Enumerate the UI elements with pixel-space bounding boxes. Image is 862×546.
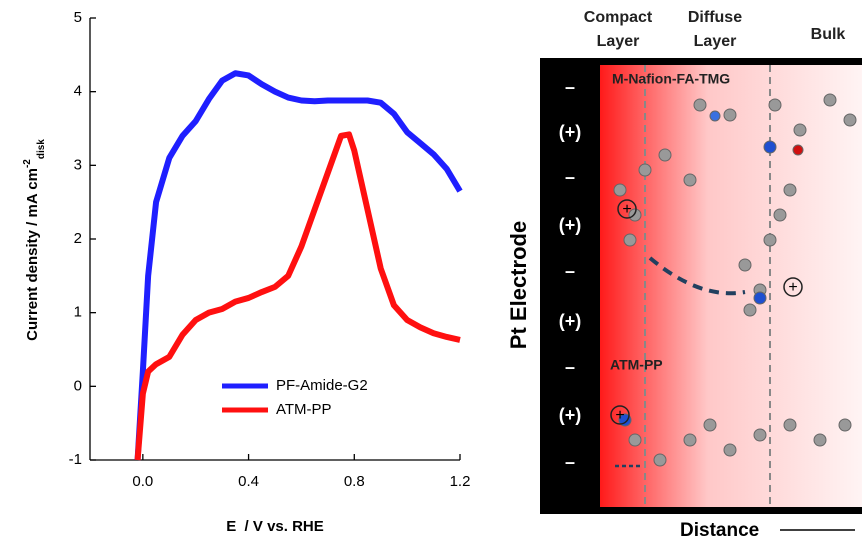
molecule-label: M-Nafion-FA-TMG — [612, 71, 730, 87]
ion-marker — [617, 199, 637, 219]
layer-header: Layer — [694, 33, 737, 50]
x-tick-label: 0.4 — [238, 473, 259, 490]
ion-marker — [610, 405, 630, 425]
side-label: Pt Electrode — [506, 221, 531, 349]
y-axis-label-part: disk — [36, 139, 47, 159]
ion-symbol: + — [615, 407, 624, 424]
layer-header: Diffuse — [688, 9, 742, 26]
chart: -1 0 1 2 3 4 5 0.0 0.4 0.8 1.2 E / V vs. RHE Current… — [22, 9, 471, 535]
series-line — [134, 131, 461, 461]
molecule-label: ATM-PP — [610, 357, 663, 373]
x-tick-label: 0.8 — [344, 473, 365, 490]
legend-label: ATM-PP — [276, 401, 332, 418]
hop-arrow — [648, 256, 746, 296]
ion-symbol: + — [788, 279, 797, 296]
diagram: Compact Layer Diffuse Layer Bulk Pt Electrode… — [506, 9, 862, 541]
y-tick-label: 4 — [74, 83, 82, 100]
ion-symbol: + — [622, 201, 631, 218]
y-tick-label: 2 — [74, 230, 82, 247]
y-tick-label: 1 — [74, 304, 82, 321]
y-tick-label: 0 — [74, 377, 82, 394]
axis-label: Distance — [680, 520, 759, 541]
layer-header: Bulk — [811, 26, 846, 43]
layer-header: Compact — [584, 9, 653, 26]
y-axis-label-part: Current density / mA cm — [24, 168, 41, 341]
charge-sign: (+) — [559, 311, 582, 331]
charge-sign: (+) — [559, 405, 582, 425]
molecules — [613, 93, 857, 467]
charge-sign: – — [565, 167, 575, 187]
y-tick-label: -1 — [69, 451, 82, 468]
charge-sign: – — [565, 357, 575, 377]
charge-sign: – — [565, 261, 575, 281]
layer-region — [600, 65, 862, 507]
y-tick-label: 3 — [74, 156, 82, 173]
y-axis-label-part: -2 — [22, 159, 33, 168]
y-axis-label: Current density / mA cm-2disk — [22, 139, 47, 341]
legend-label: PF-Amide-G2 — [276, 377, 368, 394]
series-line — [134, 70, 463, 461]
charge-sign: (+) — [559, 215, 582, 235]
charge-sign: – — [565, 77, 575, 97]
ion-marker — [783, 277, 803, 297]
y-tick-label: 5 — [74, 9, 82, 26]
charge-sign: (+) — [559, 122, 582, 142]
x-tick-label: 0.0 — [132, 473, 153, 490]
x-axis-label: E / V vs. RHE — [226, 518, 324, 535]
x-tick-label: 1.2 — [450, 473, 471, 490]
charge-sign: – — [565, 452, 575, 472]
layer-header: Layer — [597, 33, 640, 50]
